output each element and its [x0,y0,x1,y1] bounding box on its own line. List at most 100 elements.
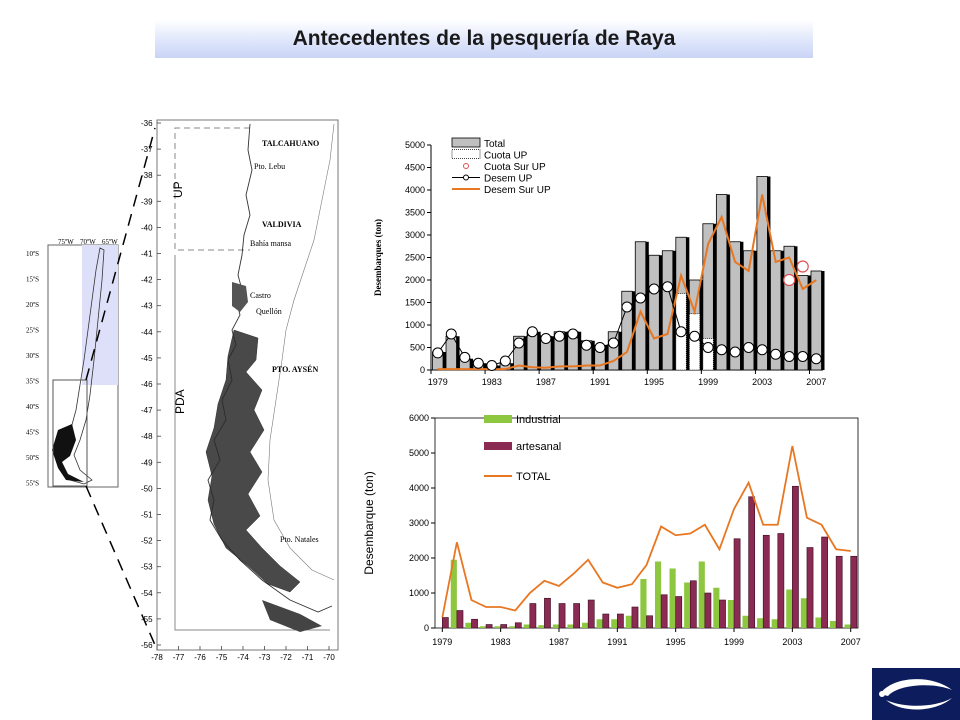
legend-swatch-total [451,137,481,148]
bar-industrial [771,619,778,628]
overview-coastline [59,247,105,485]
line-desem-sur-up [437,194,817,371]
bar-industrial [465,622,472,628]
lat-tick-label: -52 [141,537,153,546]
bar-artesanal [777,533,785,629]
bar-industrial [829,621,837,628]
x-tick-label: 1999 [698,377,718,387]
x-tick-label: 1979 [428,377,448,387]
overview-highlight-box [52,379,88,487]
place-label: Pto. Lebu [254,162,285,171]
point-desem-up [810,353,822,365]
bar-artesanal [806,547,814,629]
bar-industrial [815,617,822,628]
y-tick-label: 1500 [405,298,425,308]
point-desem-up [445,328,457,340]
bar-artesanal [573,603,580,629]
bar-artesanal [514,622,522,629]
y-axis-label: Desembarques (ton) [373,219,383,296]
bar-industrial [742,615,749,628]
bar-cuota-up [702,338,714,371]
place-label: Quellón [256,307,282,316]
overview-lon-label: 75ºW [58,238,74,246]
lat-tick-label: -40 [141,223,153,232]
y-tick-label: 2500 [405,253,425,263]
bar-industrial [582,622,589,628]
bar-total [756,176,768,371]
connector-top [85,127,156,381]
overview-lat-label: 25ºS [26,327,39,335]
bar-artesanal [456,610,464,629]
place-label: TALCAHUANO [262,139,319,148]
point-desem-up [526,326,538,338]
point-desem-up [635,292,647,304]
x-tick-label: 1995 [666,637,686,647]
lon-tick-label: -70 [323,653,335,662]
line-total [441,445,851,618]
lat-tick-label: -55 [141,615,153,624]
bar-total [634,241,647,371]
legend-label: TOTAL [516,471,550,483]
y-tick-label: 3500 [405,208,425,218]
bar-total [621,290,633,371]
overview-lat-label: 35ºS [26,378,39,386]
y-tick-label: 6000 [409,413,429,423]
overview-lat-label: 30ºS [26,352,39,360]
bar-artesanal [762,534,770,629]
point-desem-up [594,342,606,353]
point-desem-up [499,355,511,367]
y-axis-label: Desembarque (ton) [362,471,376,574]
bar-artesanal [835,555,843,629]
point-desem-up [459,351,471,363]
bar-cuota-up [688,313,701,371]
bar-artesanal [748,496,756,629]
point-desem-up [702,342,714,353]
bar-artesanal [500,624,508,629]
tierra-del-fuego [262,600,322,632]
legend-label: artesanal [516,441,561,453]
bar-industrial [552,624,559,628]
bar-total [783,245,795,371]
andes-border [267,123,335,581]
legend-swatch-artesanal [484,442,512,450]
bar-artesanal [733,538,741,629]
y-tick-label: 2000 [405,275,425,285]
y-tick-label: 5000 [405,140,425,150]
legend-swatch-cuota-up [451,149,481,159]
place-label: Castro [250,291,271,300]
legend-label: Cuota Sur UP [484,162,546,173]
lat-tick-label: -50 [141,484,153,493]
x-tick-label: 2003 [752,377,772,387]
overview-lat-label: 45ºS [26,429,39,437]
point-desem-up [689,330,701,342]
zone-pda-label: PDA [173,389,187,414]
point-desem-up [743,342,755,353]
x-tick-label: 1991 [590,377,610,387]
bar-total [810,270,822,371]
bar-industrial [596,619,603,628]
point-desem-up [513,337,525,349]
connector-bottom [85,485,156,646]
bar-industrial [494,626,501,628]
y-tick-label: 500 [410,343,425,353]
y-tick-label: 3000 [409,518,429,528]
bar-artesanal [792,485,799,629]
point-desem-up [621,301,633,313]
place-label: Bahía mansa [250,239,292,248]
lat-tick-label: -39 [141,197,153,206]
lon-tick-label: -74 [237,653,249,662]
lat-tick-label: -45 [141,354,153,363]
point-desem-up [580,339,592,351]
bar-industrial [640,579,647,628]
point-cuota-sur-up [796,260,809,273]
ifop-logo: IFOP [872,668,960,720]
bar-industrial [479,626,487,628]
legend-label: Desem UP [484,174,533,185]
lon-tick-label: -77 [173,653,185,662]
legend-swatch-cuota-sur-up [463,163,469,169]
point-desem-up [607,337,619,349]
bar-industrial [684,582,691,628]
bar-industrial [713,587,720,628]
y-tick-label: 0 [424,623,429,633]
